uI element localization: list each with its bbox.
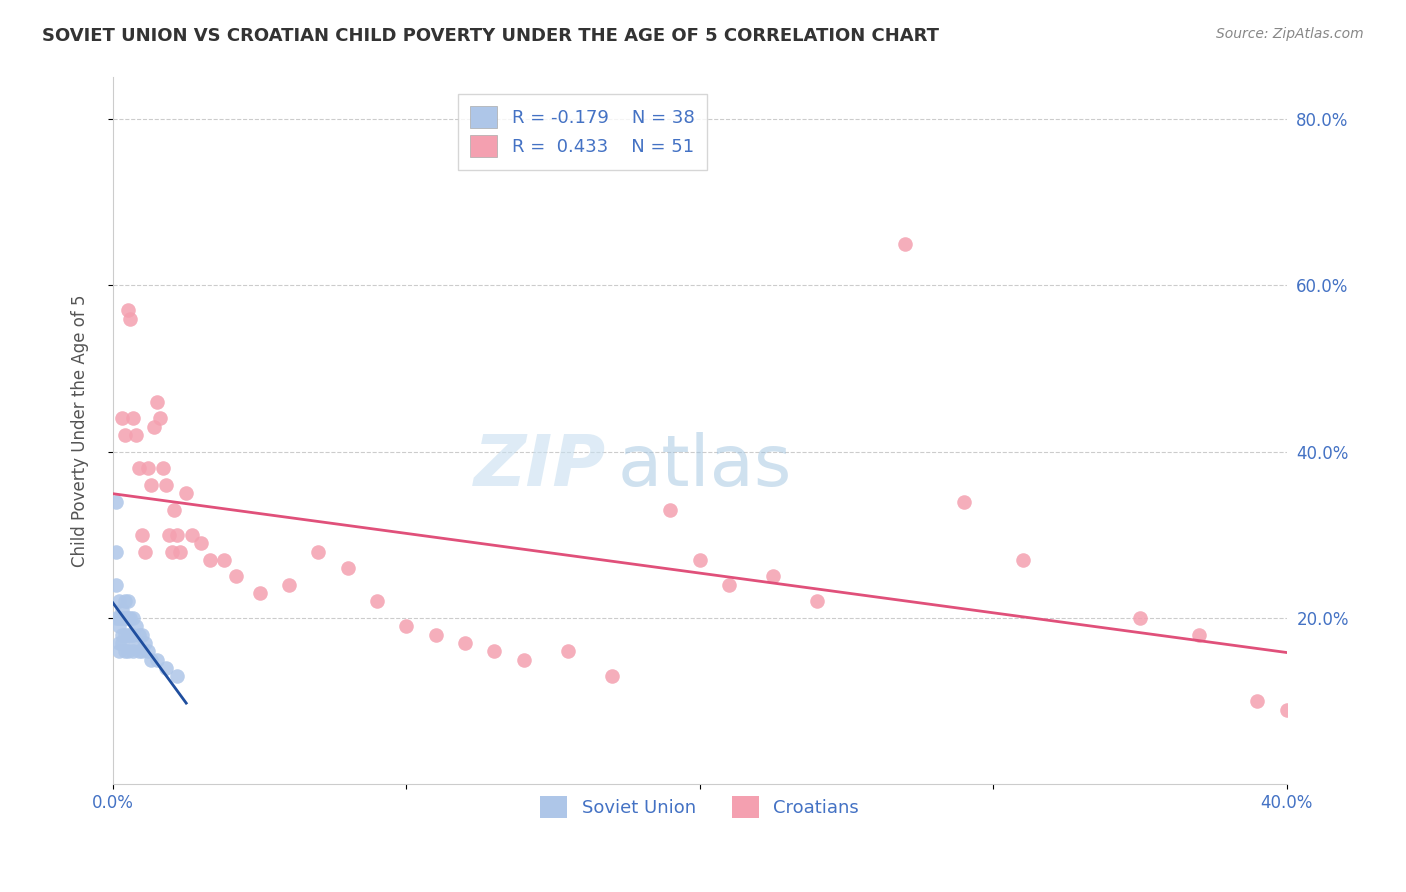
Point xyxy=(307,544,329,558)
Point xyxy=(190,536,212,550)
Point xyxy=(134,636,156,650)
Point xyxy=(104,578,127,592)
Point xyxy=(117,303,139,318)
Point xyxy=(806,594,828,608)
Point xyxy=(454,636,477,650)
Point xyxy=(181,528,204,542)
Point xyxy=(953,494,976,508)
Point xyxy=(107,594,129,608)
Text: SOVIET UNION VS CROATIAN CHILD POVERTY UNDER THE AGE OF 5 CORRELATION CHART: SOVIET UNION VS CROATIAN CHILD POVERTY U… xyxy=(42,27,939,45)
Point xyxy=(122,628,145,642)
Point xyxy=(139,653,162,667)
Point xyxy=(512,653,534,667)
Point xyxy=(1275,702,1298,716)
Point xyxy=(122,644,145,658)
Point xyxy=(131,628,153,642)
Point xyxy=(104,494,127,508)
Point xyxy=(136,461,159,475)
Point xyxy=(142,419,165,434)
Point xyxy=(107,644,129,658)
Point xyxy=(366,594,388,608)
Point xyxy=(146,653,169,667)
Point xyxy=(111,603,134,617)
Point xyxy=(166,669,188,683)
Point xyxy=(104,611,127,625)
Point xyxy=(155,478,177,492)
Point xyxy=(104,544,127,558)
Point xyxy=(160,544,183,558)
Point xyxy=(1011,553,1033,567)
Point xyxy=(152,461,174,475)
Point xyxy=(336,561,359,575)
Point xyxy=(125,428,148,442)
Point xyxy=(557,644,579,658)
Point xyxy=(166,528,188,542)
Point xyxy=(214,553,236,567)
Point xyxy=(718,578,741,592)
Text: Source: ZipAtlas.com: Source: ZipAtlas.com xyxy=(1216,27,1364,41)
Point xyxy=(114,611,136,625)
Point xyxy=(122,411,145,425)
Point xyxy=(277,578,299,592)
Point xyxy=(111,611,134,625)
Point xyxy=(395,619,418,633)
Point xyxy=(198,553,221,567)
Point xyxy=(120,628,142,642)
Point xyxy=(1129,611,1152,625)
Point xyxy=(659,503,682,517)
Point xyxy=(249,586,271,600)
Point xyxy=(225,569,247,583)
Point xyxy=(117,628,139,642)
Point xyxy=(117,611,139,625)
Point xyxy=(114,628,136,642)
Point xyxy=(1187,628,1209,642)
Point xyxy=(146,394,169,409)
Point xyxy=(111,628,134,642)
Point xyxy=(117,594,139,608)
Point xyxy=(117,644,139,658)
Point xyxy=(107,636,129,650)
Point xyxy=(174,486,197,500)
Point xyxy=(134,544,156,558)
Point xyxy=(163,503,186,517)
Point xyxy=(157,528,180,542)
Point xyxy=(128,628,150,642)
Point xyxy=(136,644,159,658)
Point xyxy=(762,569,785,583)
Point xyxy=(689,553,711,567)
Point xyxy=(120,611,142,625)
Point xyxy=(107,619,129,633)
Point xyxy=(131,528,153,542)
Point xyxy=(114,594,136,608)
Point xyxy=(120,311,142,326)
Point xyxy=(125,619,148,633)
Point xyxy=(111,636,134,650)
Point xyxy=(128,644,150,658)
Legend: Soviet Union, Croatians: Soviet Union, Croatians xyxy=(533,789,866,825)
Text: ZIP: ZIP xyxy=(474,432,606,500)
Point xyxy=(107,611,129,625)
Point xyxy=(122,611,145,625)
Point xyxy=(600,669,623,683)
Point xyxy=(114,428,136,442)
Y-axis label: Child Poverty Under the Age of 5: Child Poverty Under the Age of 5 xyxy=(72,294,89,567)
Point xyxy=(169,544,191,558)
Point xyxy=(131,644,153,658)
Point xyxy=(155,661,177,675)
Point xyxy=(125,636,148,650)
Point xyxy=(139,478,162,492)
Point xyxy=(128,461,150,475)
Point xyxy=(111,411,134,425)
Point xyxy=(1246,694,1268,708)
Point xyxy=(484,644,506,658)
Text: atlas: atlas xyxy=(617,432,792,500)
Point xyxy=(425,628,447,642)
Point xyxy=(114,644,136,658)
Point xyxy=(149,411,172,425)
Point xyxy=(894,236,917,251)
